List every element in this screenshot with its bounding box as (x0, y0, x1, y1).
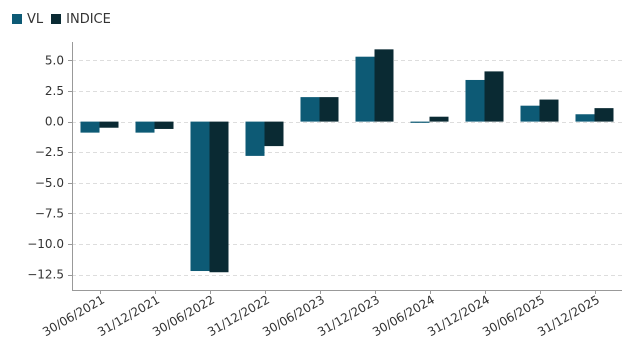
y-tick-label: −2.5 (35, 145, 64, 159)
bar-vl-30-06-2023 (300, 97, 320, 122)
y-tick-label: −7.5 (35, 206, 64, 220)
bar-indice-31-12-2025 (594, 108, 614, 122)
x-tick-label: 31/12/2025 (535, 292, 602, 339)
y-tick-label: 0.0 (45, 115, 64, 129)
bar-indice-30-06-2023 (319, 97, 339, 122)
bar-vl-30-06-2025 (520, 105, 540, 122)
bar-vl-30-06-2022 (190, 121, 210, 272)
legend-label-indice: INDICE (66, 11, 111, 27)
bar-indice-30-06-2022 (209, 121, 229, 273)
y-tick-label: −12.5 (27, 268, 64, 282)
bar-vl-31-12-2025 (575, 114, 595, 122)
y-tick-label: 2.5 (45, 84, 64, 98)
bar-vl-31-12-2022 (245, 121, 265, 156)
bar-vl-30-06-2024 (410, 121, 430, 123)
bar-vl-31-12-2024 (465, 79, 485, 122)
legend-item-vl: VL (12, 12, 43, 27)
bar-indice-31-12-2022 (264, 121, 284, 147)
bar-vl-31-12-2021 (135, 121, 155, 133)
bar-indice-31-12-2021 (154, 121, 174, 129)
bar-indice-30-06-2024 (429, 116, 449, 122)
bar-vl-30-06-2021 (80, 121, 100, 133)
legend: VL INDICE (12, 10, 119, 28)
bar-indice-31-12-2023 (374, 49, 394, 122)
bar-vl-31-12-2023 (355, 56, 375, 122)
bar-indice-31-12-2024 (484, 71, 504, 122)
legend-item-indice: INDICE (51, 12, 111, 27)
legend-swatch-vl (12, 14, 22, 24)
bar-indice-30-06-2021 (99, 121, 119, 128)
bar-indice-30-06-2025 (539, 99, 559, 122)
y-tick-label: 5.0 (45, 53, 64, 67)
y-tick-label: −5.0 (35, 176, 64, 190)
legend-swatch-indice (51, 14, 62, 24)
y-tick-label: −10.0 (27, 237, 64, 251)
legend-label-vl: VL (27, 11, 44, 27)
